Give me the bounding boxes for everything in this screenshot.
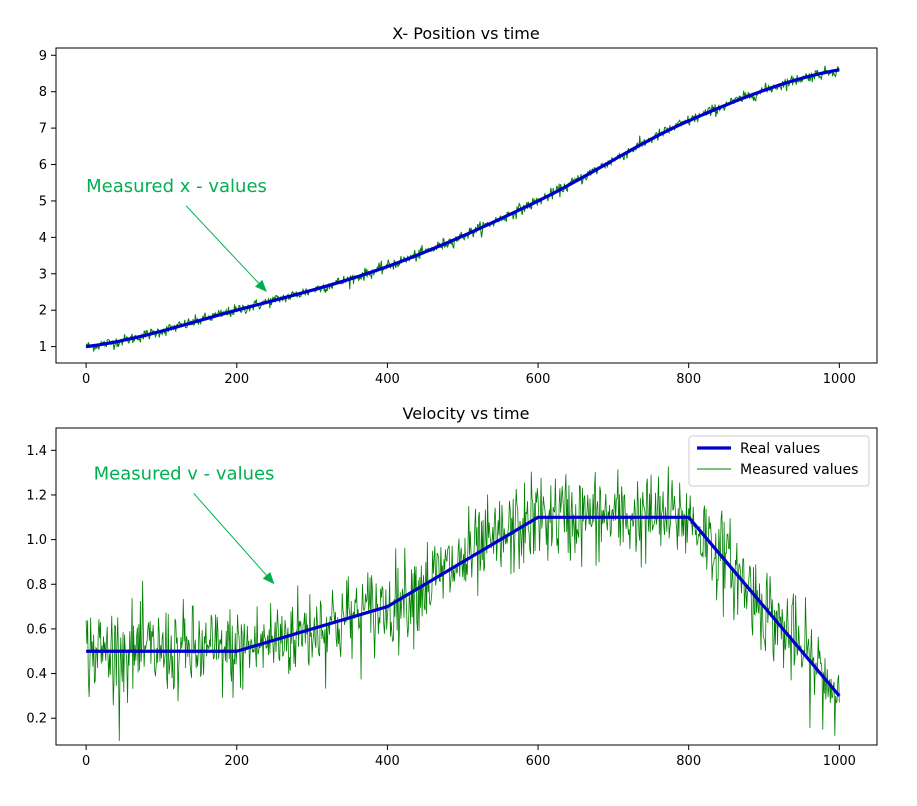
y-tick-label: 1.4: [26, 444, 47, 459]
velocity-chart-title: Velocity vs time: [403, 404, 530, 423]
y-tick-label: 7: [39, 122, 47, 137]
legend: Real values Measured values: [688, 435, 870, 487]
y-tick-label: 4: [39, 231, 47, 246]
y-tick-label: 3: [39, 267, 47, 282]
y-tick-label: 6: [39, 158, 47, 173]
y-tick-label: 0.2: [26, 712, 47, 727]
y-tick-label: 0.6: [26, 622, 47, 637]
velocity-plot-frame: [55, 427, 878, 746]
x-tick-label: 400: [375, 372, 400, 387]
measured-x-line: [85, 65, 840, 352]
position-x-ticks: 0 200 400 600 800 1000: [82, 363, 856, 387]
real-v-line: [86, 515, 841, 697]
x-tick-label: 600: [526, 372, 551, 387]
position-plot-frame: [55, 47, 878, 364]
legend-measured-label: Measured values: [740, 462, 858, 478]
y-tick-label: 1.2: [26, 488, 47, 503]
position-annotation-arrowhead: [255, 279, 267, 292]
velocity-annotation: Measured v - values: [94, 463, 275, 484]
x-tick-label: 200: [224, 754, 249, 769]
legend-box: [688, 435, 870, 487]
position-annotation-arrow: [185, 205, 260, 284]
velocity-x-ticks: 0 200 400 600 800 1000: [82, 745, 856, 769]
y-tick-label: 1.0: [26, 533, 47, 548]
x-tick-label: 200: [224, 372, 249, 387]
y-tick-label: 8: [39, 85, 47, 100]
velocity-annotation-arrowhead: [262, 571, 275, 585]
velocity-subplot: Velocity vs time 0 200 400 600 800 1000 0.20.…: [26, 404, 878, 769]
x-tick-label: 600: [526, 754, 551, 769]
legend-real-label: Real values: [740, 441, 820, 457]
x-tick-label: 800: [676, 372, 701, 387]
position-subplot: X- Position vs time 0 200 400 600 800 1000 1 2…: [39, 24, 878, 387]
measured-v-line: [85, 466, 840, 742]
position-chart-title: X- Position vs time: [392, 24, 539, 43]
x-tick-label: 1000: [823, 754, 856, 769]
x-tick-label: 0: [82, 372, 90, 387]
x-tick-label: 0: [82, 754, 90, 769]
y-tick-label: 2: [39, 304, 47, 319]
y-tick-label: 9: [39, 49, 47, 64]
velocity-annotation-arrow: [193, 493, 267, 576]
real-x-line: [85, 68, 840, 349]
y-tick-label: 5: [39, 194, 47, 209]
y-tick-label: 0.4: [26, 667, 47, 682]
velocity-y-ticks: 0.2 0.4 0.6 0.8 1.0 1.2 1.4: [26, 444, 56, 727]
position-annotation: Measured x - values: [86, 176, 267, 197]
x-tick-label: 800: [676, 754, 701, 769]
position-y-ticks: 1 2 3 4 5 6 7 8 9: [39, 49, 56, 355]
y-tick-label: 0.8: [26, 578, 47, 593]
x-tick-label: 400: [375, 754, 400, 769]
x-tick-label: 1000: [823, 372, 856, 387]
y-tick-label: 1: [39, 340, 47, 355]
